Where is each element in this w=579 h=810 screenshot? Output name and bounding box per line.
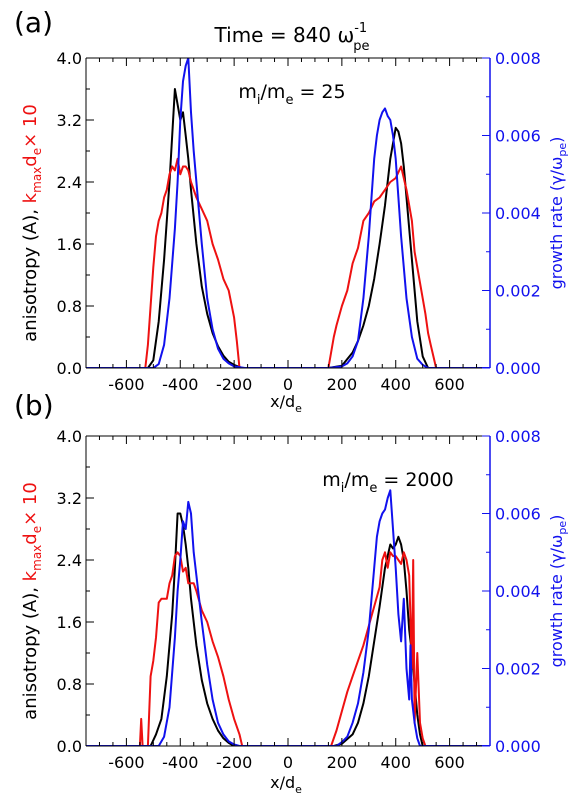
y-tick-label-right: 0.002 <box>495 282 541 301</box>
mass-ratio-annotation: mi/me = 25 <box>238 81 345 108</box>
y-tick-label-left: 4.0 <box>57 49 82 68</box>
series-line-red <box>86 157 490 368</box>
chart-title: Time = 840 ω-1 pe <box>214 21 370 54</box>
x-tick-label: 400 <box>380 375 411 394</box>
y-tick-label-left: 1.6 <box>57 235 82 254</box>
x-tick-label: -600 <box>108 375 144 394</box>
x-axis-label: x/de <box>270 773 302 796</box>
x-tick-label: -400 <box>162 375 198 394</box>
x-tick-label: 200 <box>327 753 358 772</box>
y-tick-label-right: 0.008 <box>495 427 541 446</box>
x-tick-label: 0 <box>283 375 293 394</box>
x-tick-label: -400 <box>162 753 198 772</box>
y-tick-label-left: 0.0 <box>57 737 82 756</box>
series-line-black <box>86 512 490 746</box>
y-tick-label-right: 0.004 <box>495 582 541 601</box>
mass-ratio-annotation: mi/me = 2000 <box>322 469 453 496</box>
y-tick-label-left: 2.4 <box>57 173 82 192</box>
panel-label: (a) <box>14 6 53 39</box>
x-tick-label: -200 <box>216 753 252 772</box>
y-tick-label-right: 0.002 <box>495 660 541 679</box>
y-axis-label-right: growth rate (γ/ωpe) <box>547 137 569 290</box>
series-line-red <box>86 551 490 746</box>
x-tick-label: 200 <box>327 375 358 394</box>
x-tick-label: -600 <box>108 753 144 772</box>
y-tick-label-right: 0.000 <box>495 737 541 756</box>
y-tick-label-right: 0.008 <box>495 49 541 68</box>
y-tick-label-left: 3.2 <box>57 489 82 508</box>
x-tick-label: 400 <box>380 753 411 772</box>
x-tick-label: 0 <box>283 753 293 772</box>
y-tick-label-left: 0.8 <box>57 675 82 694</box>
y-axis-label-left: anisotropy (A), kmaxde× 10 <box>20 104 44 342</box>
x-tick-label: 600 <box>434 375 465 394</box>
series-line-blue <box>86 58 490 368</box>
y-tick-label-left: 2.4 <box>57 551 82 570</box>
y-axis-label-right: growth rate (γ/ωpe) <box>547 515 569 668</box>
panel-label: (b) <box>14 389 54 422</box>
chart-panel-a: -600 -400 -200 0 200 400 600 0.0 0.8 1.6 2.4 3.2 4.0… <box>14 6 569 415</box>
y-tick-label-left: 0.0 <box>57 359 82 378</box>
x-tick-label: 600 <box>434 753 465 772</box>
y-tick-label-left: 4.0 <box>57 427 82 446</box>
series-line-black <box>86 88 490 368</box>
y-tick-label-right: 0.006 <box>495 127 541 146</box>
chart-panel-b: -600 -400 -200 0 200 400 600 0.0 0.8 1.6 2.4 3.2 4.0… <box>14 389 569 796</box>
x-axis-label: x/de <box>270 392 302 415</box>
y-tick-label-left: 3.2 <box>57 111 82 130</box>
y-tick-label-left: 0.8 <box>57 297 82 316</box>
y-tick-label-right: 0.006 <box>495 505 541 524</box>
y-axis-label-left: anisotropy (A), kmaxde× 10 <box>20 482 44 720</box>
series-line-blue <box>86 489 490 746</box>
y-tick-label-left: 1.6 <box>57 613 82 632</box>
y-tick-label-right: 0.000 <box>495 359 541 378</box>
y-tick-label-right: 0.004 <box>495 204 541 223</box>
x-tick-label: -200 <box>216 375 252 394</box>
